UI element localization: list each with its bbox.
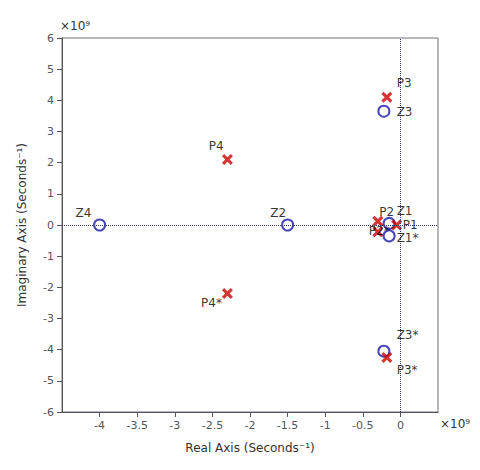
svg-text:-3: -3	[169, 419, 180, 432]
svg-text:Z2: Z2	[270, 206, 286, 220]
svg-text:0: 0	[397, 419, 404, 432]
svg-text:-1: -1	[320, 419, 331, 432]
svg-text:4: 4	[47, 94, 54, 107]
svg-text:3: 3	[47, 125, 54, 138]
svg-text:P4*: P4*	[201, 296, 222, 310]
svg-text:5: 5	[47, 63, 54, 76]
svg-text:×10⁹: ×10⁹	[440, 417, 470, 431]
svg-text:P1: P1	[403, 218, 418, 232]
svg-text:-1.5: -1.5	[277, 419, 298, 432]
svg-text:-1: -1	[43, 250, 54, 263]
svg-text:Z3: Z3	[397, 105, 413, 119]
svg-text:-4: -4	[94, 419, 105, 432]
svg-text:Z3*: Z3*	[397, 328, 419, 342]
svg-text:Real Axis (Seconds⁻¹): Real Axis (Seconds⁻¹)	[185, 441, 314, 455]
svg-text:-2: -2	[43, 281, 54, 294]
svg-text:-6: -6	[43, 406, 54, 419]
svg-text:-2.5: -2.5	[202, 419, 223, 432]
svg-text:Z1*: Z1*	[397, 231, 419, 245]
svg-text:Z1: Z1	[397, 204, 413, 218]
svg-text:2: 2	[47, 156, 54, 169]
svg-text:×10⁹: ×10⁹	[60, 19, 90, 33]
svg-text:-4: -4	[43, 343, 54, 356]
svg-text:-5: -5	[43, 374, 54, 387]
svg-text:Imaginary Axis (Seconds⁻¹): Imaginary Axis (Seconds⁻¹)	[15, 143, 29, 307]
svg-text:Z4: Z4	[76, 206, 92, 220]
svg-text:-0.5: -0.5	[352, 419, 373, 432]
svg-text:-2: -2	[245, 419, 256, 432]
svg-text:P2: P2	[379, 205, 394, 219]
svg-text:0: 0	[47, 219, 54, 232]
svg-text:P3: P3	[397, 76, 412, 90]
svg-text:P2*: P2*	[369, 224, 390, 238]
svg-text:P4: P4	[209, 139, 224, 153]
svg-text:1: 1	[47, 187, 54, 200]
svg-text:-3: -3	[43, 312, 54, 325]
svg-text:-3.5: -3.5	[126, 419, 147, 432]
svg-text:6: 6	[47, 32, 54, 45]
svg-text:P3*: P3*	[397, 363, 418, 377]
